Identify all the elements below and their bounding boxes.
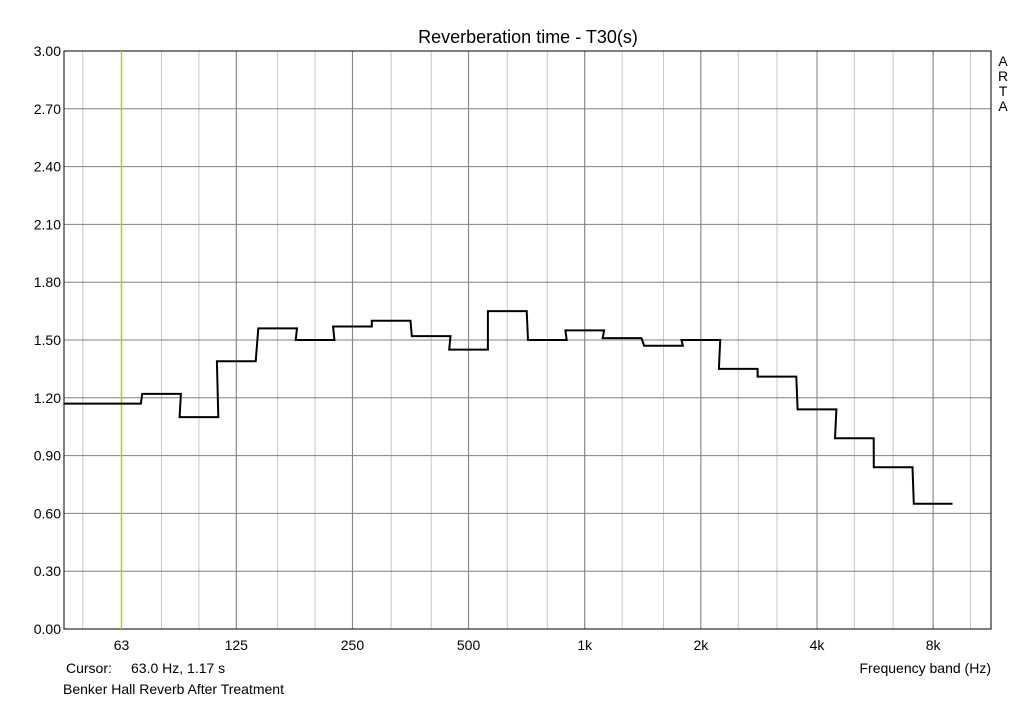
y-tick-label: 2.40 (34, 159, 61, 175)
x-tick-label: 500 (457, 637, 481, 653)
chart-title: Reverberation time - T30(s) (418, 27, 638, 47)
y-tick-label: 3.00 (34, 43, 61, 59)
y-tick-label: 0.90 (34, 448, 61, 464)
measurement-name: Benker Hall Reverb After Treatment (63, 681, 284, 697)
y-tick-label: 2.10 (34, 216, 61, 232)
plot-frame (63, 50, 992, 630)
x-tick-label: 63 (114, 637, 130, 653)
x-tick-label: 8k (926, 637, 942, 653)
x-tick-label: 4k (810, 637, 826, 653)
y-tick-label: 1.80 (34, 274, 61, 290)
t30-step-trace (63, 310, 953, 505)
y-tick-label: 1.20 (34, 390, 61, 406)
x-tick-label: 250 (341, 637, 365, 653)
watermark-letter: A (998, 98, 1008, 114)
watermark-letter: R (998, 68, 1008, 84)
cursor-readout: 63.0 Hz, 1.17 s (131, 660, 225, 676)
x-tick-label: 1k (577, 637, 593, 653)
watermark-letter: T (999, 83, 1008, 99)
cursor-label: Cursor: (66, 660, 112, 676)
watermark-letter: A (998, 53, 1008, 69)
y-tick-label: 2.70 (34, 101, 61, 117)
x-axis-ticks: 63 125 250 500 1k 2k 4k 8k (114, 637, 942, 653)
y-axis-ticks: 0.00 0.30 0.60 0.90 1.20 1.50 1.80 2.10 2.40 2.70… (34, 43, 61, 637)
y-tick-label: 0.00 (34, 621, 61, 637)
x-tick-label: 2k (693, 637, 709, 653)
x-axis-label: Frequency band (Hz) (859, 660, 991, 676)
y-tick-label: 0.30 (34, 563, 61, 579)
y-tick-label: 1.50 (34, 332, 61, 348)
x-tick-label: 125 (225, 637, 249, 653)
y-tick-label: 0.60 (34, 505, 61, 521)
